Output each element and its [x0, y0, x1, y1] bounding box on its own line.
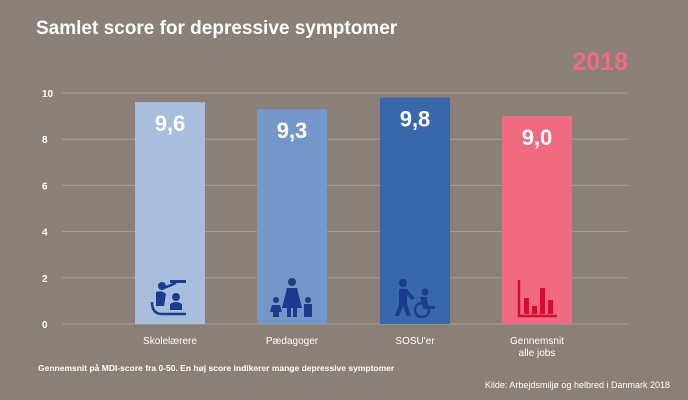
x-tick-label: Skolelærere	[143, 336, 197, 347]
y-tick-label: 0	[42, 320, 48, 331]
y-tick-label: 10	[42, 89, 54, 100]
y-tick-label: 6	[42, 181, 48, 192]
family-icon	[270, 278, 312, 317]
x-tick-label: alle jobs	[519, 348, 556, 359]
teacher-icon	[150, 280, 186, 316]
x-tick-label: SOSU'er	[395, 336, 435, 347]
bar	[502, 116, 572, 324]
bar	[380, 97, 450, 325]
data-label: 9,8	[400, 107, 431, 132]
y-tick-label: 8	[42, 135, 48, 146]
footnote: Gennemsnit på MDI-score fra 0-50. En høj…	[38, 363, 395, 373]
x-tick-label: Pædagoger	[266, 336, 319, 347]
y-tick-label: 4	[42, 228, 48, 239]
data-label: 9,6	[155, 111, 186, 136]
bar-chart-icon	[517, 280, 557, 318]
data-label: 9,3	[277, 118, 308, 143]
x-tick-label: Gennemsnit	[510, 336, 564, 347]
caregiver-wheelchair-icon	[395, 279, 435, 319]
y-tick-label: 2	[42, 274, 48, 285]
bar	[135, 102, 205, 325]
data-label: 9,0	[522, 125, 553, 150]
chart-title: Samlet score for depressive symptomer	[36, 18, 398, 39]
source-note: Kilde: Arbejdsmiljø og helbred i Danmark…	[484, 380, 670, 390]
year-label: 2018	[572, 48, 628, 76]
